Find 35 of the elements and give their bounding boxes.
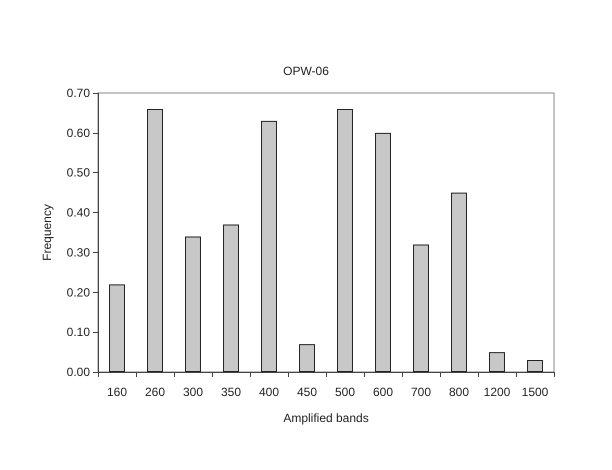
y-tick-label: 0.50 [66,166,90,180]
chart-title: OPW-06 [283,64,330,78]
x-tick-label: 800 [448,385,470,399]
bar [527,360,543,372]
bar [109,284,125,372]
bar [451,192,467,372]
x-tick-label: 400 [258,385,280,399]
y-axis-title: Frequency [40,204,54,261]
x-tick-label: 300 [182,385,204,399]
y-tick-label: 0.70 [66,86,90,100]
x-tick-label: 160 [106,385,128,399]
y-tick-label: 0.20 [66,285,90,300]
y-tick-label: 0.00 [66,365,90,379]
bar [413,244,429,372]
x-tick-label: 1200 [484,385,511,399]
bar [337,108,353,372]
bar [489,352,505,372]
x-tick-label: 260 [144,385,166,399]
y-tick-label: 0.30 [66,245,90,260]
y-tick-label: 0.60 [66,126,90,140]
x-tick-label: 450 [296,385,318,399]
x-tick-label: 600 [372,385,394,399]
bar [261,120,277,372]
x-tick-label: 1500 [522,385,549,399]
x-tick-label: 700 [410,385,432,399]
x-tick-label: 500 [334,385,356,399]
x-axis-title: Amplified bands [283,411,369,425]
y-tick-label: 0.10 [66,325,90,340]
bar [147,108,163,372]
bar [223,224,239,372]
y-tick-label: 0.40 [66,206,90,220]
bar [299,344,315,372]
bar [375,132,391,372]
x-tick-label: 350 [220,385,242,399]
bar [185,236,201,372]
